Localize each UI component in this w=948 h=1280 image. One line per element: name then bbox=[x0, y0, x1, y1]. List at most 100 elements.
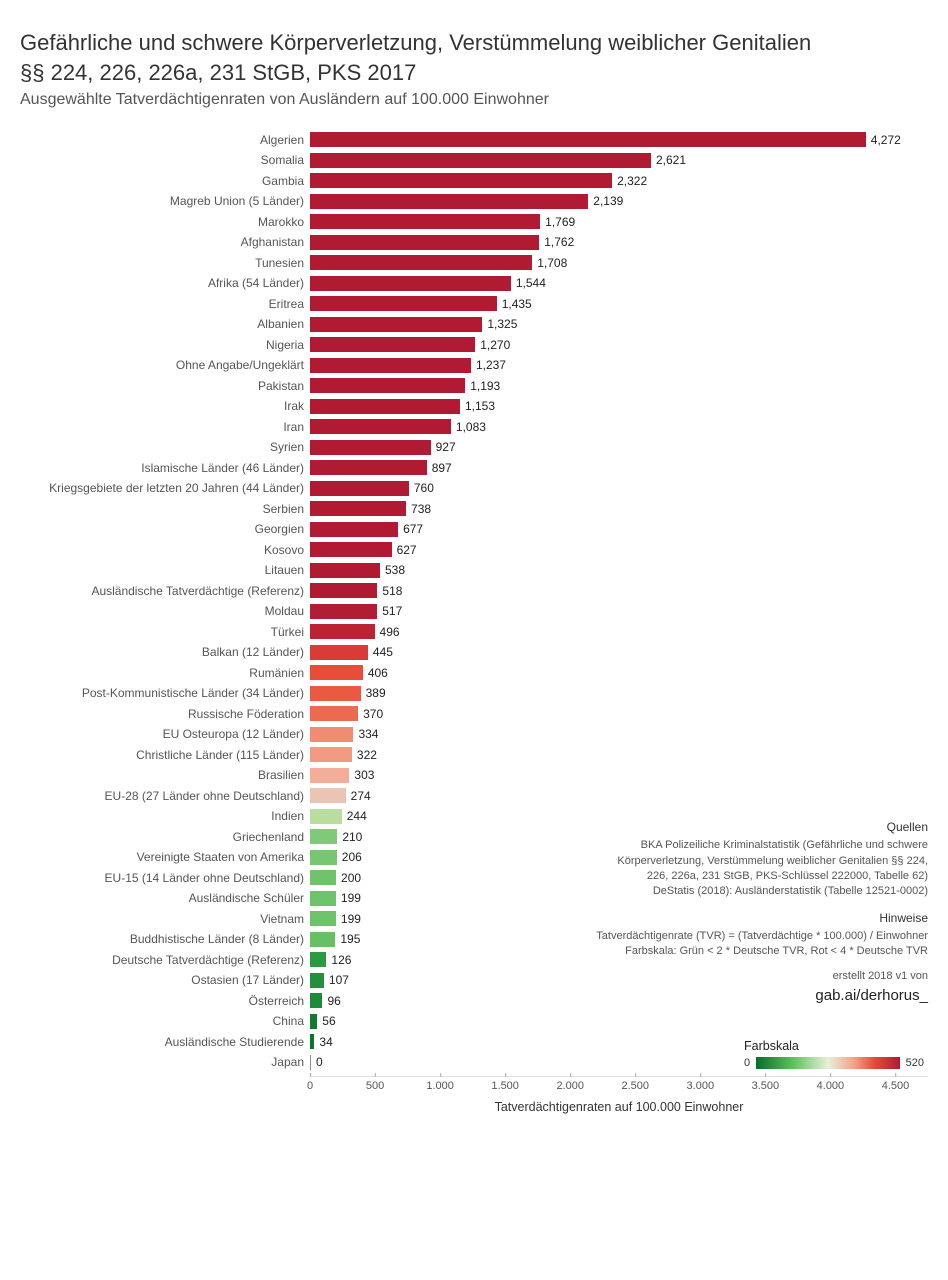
x-axis-title: Tatverdächtigenraten auf 100.000 Einwohn… bbox=[20, 1100, 928, 1114]
bar bbox=[310, 665, 363, 680]
bar-row: Brasilien303 bbox=[20, 765, 928, 786]
bar-cell: 1,769 bbox=[310, 211, 928, 232]
hints-heading: Hinweise bbox=[578, 910, 928, 927]
value-label: 334 bbox=[358, 727, 378, 741]
value-label: 210 bbox=[342, 830, 362, 844]
bar bbox=[310, 583, 377, 598]
category-label: Serbien bbox=[20, 502, 310, 516]
value-label: 1,708 bbox=[537, 256, 567, 270]
bar-cell: 677 bbox=[310, 519, 928, 540]
bar bbox=[310, 788, 346, 803]
category-label: Russische Föderation bbox=[20, 707, 310, 721]
bar-cell: 1,435 bbox=[310, 293, 928, 314]
value-label: 1,270 bbox=[480, 338, 510, 352]
bar-cell: 1,270 bbox=[310, 334, 928, 355]
value-label: 274 bbox=[351, 789, 371, 803]
value-label: 370 bbox=[363, 707, 383, 721]
bar-cell: 1,544 bbox=[310, 273, 928, 294]
legend-gradient bbox=[756, 1057, 900, 1069]
credit-line: erstellt 2018 v1 von bbox=[578, 969, 928, 984]
value-label: 445 bbox=[373, 645, 393, 659]
bar bbox=[310, 645, 368, 660]
bar bbox=[310, 604, 377, 619]
bar-row: Syrien927 bbox=[20, 437, 928, 458]
bar-row: Russische Föderation 370 bbox=[20, 703, 928, 724]
category-label: Pakistan bbox=[20, 379, 310, 393]
bar-row: Georgien677 bbox=[20, 519, 928, 540]
bar-cell: 303 bbox=[310, 765, 928, 786]
bar bbox=[310, 1034, 314, 1049]
bar bbox=[310, 153, 651, 168]
category-label: Marokko bbox=[20, 215, 310, 229]
category-label: Balkan (12 Länder) bbox=[20, 645, 310, 659]
bar bbox=[310, 624, 375, 639]
bar bbox=[310, 276, 511, 291]
bar-row: Türkei496 bbox=[20, 621, 928, 642]
bar-cell: 2,139 bbox=[310, 191, 928, 212]
bar bbox=[310, 870, 336, 885]
category-label: Islamische Länder (46 Länder) bbox=[20, 461, 310, 475]
value-label: 4,272 bbox=[871, 133, 901, 147]
bar-cell: 406 bbox=[310, 662, 928, 683]
value-label: 627 bbox=[397, 543, 417, 557]
bar-row: Afrika (54 Länder)1,544 bbox=[20, 273, 928, 294]
value-label: 1,237 bbox=[476, 358, 506, 372]
category-label: EU Osteuropa (12 Länder) bbox=[20, 727, 310, 741]
value-label: 199 bbox=[341, 891, 361, 905]
category-label: EU-28 (27 Länder ohne Deutschland) bbox=[20, 789, 310, 803]
bar bbox=[310, 706, 358, 721]
x-axis-ticks: 05001.0001.5002.0002.5003.0003.5004.0004… bbox=[310, 1076, 928, 1094]
bar-row: Algerien 4,272 bbox=[20, 129, 928, 150]
bar-row: Christliche Länder (115 Länder)322 bbox=[20, 744, 928, 765]
bar bbox=[310, 378, 465, 393]
bar bbox=[310, 891, 336, 906]
bar bbox=[310, 317, 482, 332]
bar-row: Afghanistan1,762 bbox=[20, 232, 928, 253]
bar bbox=[310, 255, 532, 270]
bar-cell: 538 bbox=[310, 560, 928, 581]
value-label: 56 bbox=[322, 1014, 335, 1028]
x-tick: 1.500 bbox=[491, 1077, 519, 1092]
chart-title: Gefährliche und schwere Körperverletzung… bbox=[20, 28, 928, 87]
category-label: Kosovo bbox=[20, 543, 310, 557]
bar-cell: 334 bbox=[310, 724, 928, 745]
bar-cell: 927 bbox=[310, 437, 928, 458]
bar-cell: 1,153 bbox=[310, 396, 928, 417]
category-label: Albanien bbox=[20, 317, 310, 331]
bar bbox=[310, 460, 427, 475]
bar-row: Litauen538 bbox=[20, 560, 928, 581]
sources-text: 226, 226a, 231 StGB, PKS-Schlüssel 22200… bbox=[578, 869, 928, 884]
value-label: 1,762 bbox=[544, 235, 574, 249]
value-label: 1,193 bbox=[470, 379, 500, 393]
category-label: Eritrea bbox=[20, 297, 310, 311]
value-label: 200 bbox=[341, 871, 361, 885]
bar-row: Marokko1,769 bbox=[20, 211, 928, 232]
bar-cell: 1,325 bbox=[310, 314, 928, 335]
bar-cell: 518 bbox=[310, 580, 928, 601]
bar-row: Ausländische Tatverdächtige (Referenz)51… bbox=[20, 580, 928, 601]
bar bbox=[310, 522, 398, 537]
bar bbox=[310, 399, 460, 414]
category-label: Algerien bbox=[20, 133, 310, 147]
bar bbox=[310, 911, 336, 926]
bar-row: Eritrea1,435 bbox=[20, 293, 928, 314]
bar-cell: 738 bbox=[310, 498, 928, 519]
bar-row: Islamische Länder (46 Länder)897 bbox=[20, 457, 928, 478]
value-label: 34 bbox=[319, 1035, 332, 1049]
value-label: 760 bbox=[414, 481, 434, 495]
bar-row: Albanien1,325 bbox=[20, 314, 928, 335]
bar-row: Serbien738 bbox=[20, 498, 928, 519]
category-label: Syrien bbox=[20, 440, 310, 454]
bar bbox=[310, 932, 335, 947]
value-label: 206 bbox=[342, 850, 362, 864]
sources-text: Körperverletzung, Verstümmelung weiblich… bbox=[578, 854, 928, 869]
category-label: Iran bbox=[20, 420, 310, 434]
bar-row: Nigeria1,270 bbox=[20, 334, 928, 355]
bar-row: Kriegsgebiete der letzten 20 Jahren (44 … bbox=[20, 478, 928, 499]
value-label: 538 bbox=[385, 563, 405, 577]
x-tick: 2.000 bbox=[556, 1077, 584, 1092]
bar-row: EU-28 (27 Länder ohne Deutschland) 274 bbox=[20, 785, 928, 806]
bar-cell: 897 bbox=[310, 457, 928, 478]
bar bbox=[310, 542, 392, 557]
bar bbox=[310, 296, 497, 311]
